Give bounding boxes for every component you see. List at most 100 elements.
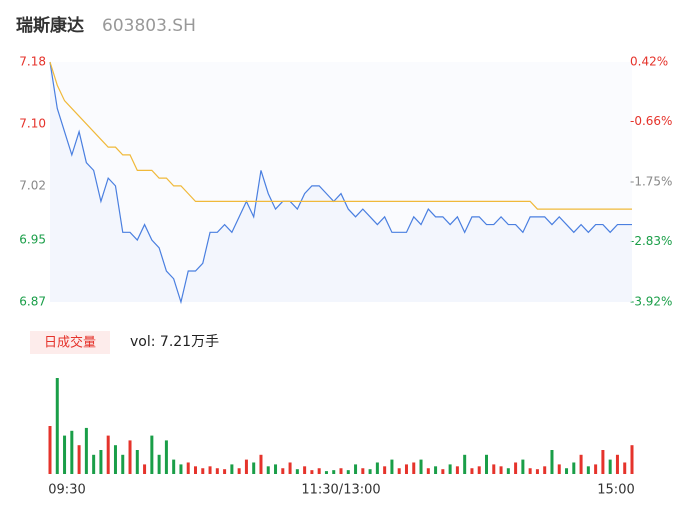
volume-bar (535, 469, 539, 474)
volume-bar (179, 464, 183, 474)
volume-bar (164, 440, 168, 474)
volume-bar (339, 468, 343, 474)
volume-bar (601, 450, 605, 474)
volume-bar (412, 462, 416, 474)
volume-bar (55, 378, 59, 474)
volume-bar (521, 459, 525, 474)
volume-bar (266, 466, 270, 474)
y-tick-label: 6.95 (19, 233, 46, 247)
y2-tick-label: 0.42% (630, 55, 668, 69)
volume-bar (477, 466, 481, 474)
y2-tick-label: -0.66% (630, 114, 672, 128)
volume-bar (84, 427, 88, 474)
volume-bar (157, 454, 161, 474)
volume-label-box (30, 331, 110, 354)
volume-bar (579, 454, 583, 474)
volume-bar (223, 469, 227, 474)
volume-bar (281, 468, 285, 474)
volume-bar (543, 466, 547, 474)
volume-bar (92, 454, 96, 474)
volume-bar (550, 450, 554, 474)
volume-bar (485, 454, 488, 474)
volume-bar (310, 470, 314, 474)
volume-bar (375, 462, 379, 474)
volume-bar (586, 466, 590, 474)
y2-tick-label: -2.83% (630, 234, 672, 248)
stock-code: 603803.SH (102, 16, 196, 36)
volume-bar (172, 459, 176, 474)
volume-bar (565, 468, 569, 474)
volume-bar (397, 468, 401, 474)
volume-bar (623, 462, 627, 474)
volume-bar (194, 466, 197, 474)
volume-bar (499, 466, 503, 474)
volume-bar (361, 468, 365, 474)
y-tick-label: 7.18 (19, 55, 46, 69)
volume-bar (288, 462, 292, 474)
volume-bar (426, 468, 430, 474)
volume-bar (143, 464, 147, 474)
volume-bar (528, 468, 532, 474)
volume-bar (252, 462, 256, 474)
volume-bar (106, 435, 110, 474)
volume-bar (237, 468, 241, 474)
volume-bar (113, 445, 117, 474)
volume-bar (594, 464, 598, 474)
volume-bar (317, 468, 321, 474)
volume-bar (470, 468, 474, 474)
x-tick-label: 11:30/13:00 (301, 483, 380, 498)
volume-bar (208, 466, 212, 474)
volume-bar (128, 440, 132, 474)
volume-bar (303, 466, 307, 474)
volume-bar (514, 462, 518, 474)
volume-bar (201, 468, 205, 474)
x-tick-label: 09:30 (48, 483, 85, 498)
volume-bar (615, 454, 619, 474)
volume-bar (230, 464, 234, 474)
volume-bar (448, 464, 452, 474)
volume-bar (354, 464, 358, 474)
y-tick-label: 7.10 (19, 116, 46, 130)
volume-bar (390, 459, 394, 474)
volume-bar (259, 454, 263, 474)
volume-text: vol: 7.21万手 (130, 334, 219, 350)
average-line (49, 61, 632, 210)
volume-bar (186, 462, 190, 474)
volume-bar (99, 450, 103, 474)
volume-bar (557, 464, 561, 474)
volume-bar (244, 459, 248, 474)
volume-bar (215, 468, 219, 474)
volume-bar (135, 450, 139, 474)
y-tick-label: 6.87 (19, 295, 46, 309)
volume-bar (404, 464, 408, 474)
volume-bar (455, 466, 459, 474)
volume-bar (324, 471, 328, 474)
volume-bar (608, 459, 612, 474)
volume-bar (332, 470, 336, 474)
volume-bar (295, 469, 299, 474)
volume-bar (346, 470, 350, 474)
x-tick-label: 15:00 (597, 483, 634, 498)
volume-label: 日成交量 (44, 335, 96, 351)
volume-bar (274, 464, 278, 474)
volume-bar (506, 468, 510, 474)
price-line (49, 61, 632, 305)
volume-bar (150, 435, 154, 474)
volume-bar (441, 469, 445, 474)
volume-bar (572, 462, 576, 474)
volume-bar (383, 466, 387, 474)
volume-bar (630, 445, 634, 474)
volume-bar (368, 469, 372, 474)
volume-bar (70, 430, 74, 474)
volume-bar (63, 435, 67, 474)
volume-bar (48, 426, 52, 474)
price-area (50, 62, 632, 302)
stock-name: 瑞斯康达 (16, 15, 84, 36)
y-tick-label: 7.02 (19, 178, 46, 192)
volume-bar (463, 454, 467, 474)
volume-bar (77, 445, 81, 474)
volume-bar (419, 459, 423, 474)
volume-bar (121, 454, 125, 474)
volume-bar (492, 464, 496, 474)
